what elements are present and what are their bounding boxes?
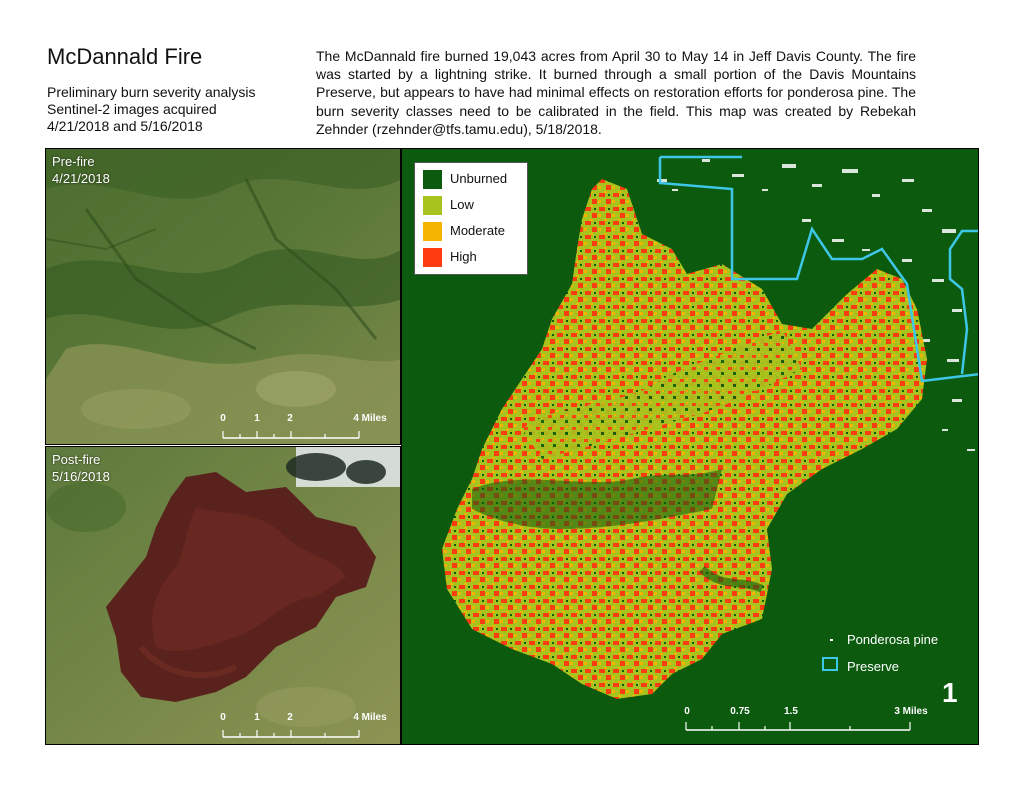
main-scale-tick-label: 0.75 [730, 706, 750, 717]
legend-item-low: Low [423, 196, 527, 215]
ponderosa-pine-symbol [830, 639, 833, 641]
post-fire-scale-bar: 0 1 2 4 Miles [219, 712, 389, 742]
main-scale-tick-label: 1.5 [784, 706, 798, 717]
legend-item-high: High [423, 248, 527, 267]
subtitle-line: Sentinel-2 images acquired [47, 101, 217, 117]
main-scale-tick-label: 3 Miles [894, 706, 928, 717]
pre-fire-image-panel: Pre-fire 4/21/2018 0 1 2 4 Miles [45, 148, 401, 445]
subtitle-line: 4/21/2018 and 5/16/2018 [47, 118, 203, 134]
legend-swatch [423, 170, 442, 189]
map-subtitle: Preliminary burn severity analysis Senti… [47, 84, 256, 135]
post-fire-date: 5/16/2018 [52, 469, 110, 484]
post-fire-satellite-image [46, 447, 400, 744]
ponderosa-pine-label: Ponderosa pine [847, 632, 939, 647]
legend-label: High [450, 249, 477, 264]
scale-tick-label: 2 [287, 712, 293, 723]
post-fire-label: Post-fire [52, 452, 101, 467]
legend-label: Low [450, 197, 474, 212]
pre-fire-scale-bar: 0 1 2 4 Miles [219, 413, 389, 443]
pre-fire-label: Pre-fire [52, 154, 95, 169]
scale-tick-label: 1 [254, 413, 260, 424]
scale-tick-label: 0 [220, 413, 226, 424]
legend-swatch [423, 222, 442, 241]
preserve-label: Preserve [847, 659, 900, 674]
preserve-symbol [822, 657, 838, 671]
legend-label: Moderate [450, 223, 505, 238]
burn-severity-map: Unburned Low Moderate High Ponderosa pin… [401, 148, 979, 745]
scale-tick-label: 4 Miles [353, 712, 387, 723]
map-title: McDannald Fire [47, 44, 203, 69]
legend-swatch [423, 196, 442, 215]
subtitle-line: Preliminary burn severity analysis [47, 84, 256, 100]
severity-legend: Unburned Low Moderate High [414, 162, 528, 275]
pre-fire-date: 4/21/2018 [52, 171, 110, 186]
main-scale-tick-label: 0 [684, 706, 690, 717]
pre-fire-satellite-image [46, 149, 400, 444]
legend-item-unburned: Unburned [423, 170, 527, 189]
page-number: 1 [942, 677, 958, 708]
main-scale-bar-line [685, 722, 911, 731]
legend-item-moderate: Moderate [423, 222, 527, 241]
scale-bar-line [222, 730, 360, 738]
scale-tick-label: 4 Miles [353, 413, 387, 424]
map-description: The McDannald fire burned 19,043 acres f… [316, 48, 916, 137]
legend-label: Unburned [450, 171, 508, 186]
scale-tick-label: 1 [254, 712, 260, 723]
scale-tick-label: 2 [287, 413, 293, 424]
scale-tick-label: 0 [220, 712, 226, 723]
post-fire-image-panel: Post-fire 5/16/2018 0 1 2 4 Miles [45, 446, 401, 745]
legend-swatch [423, 248, 442, 267]
scale-bar-line [222, 431, 360, 439]
